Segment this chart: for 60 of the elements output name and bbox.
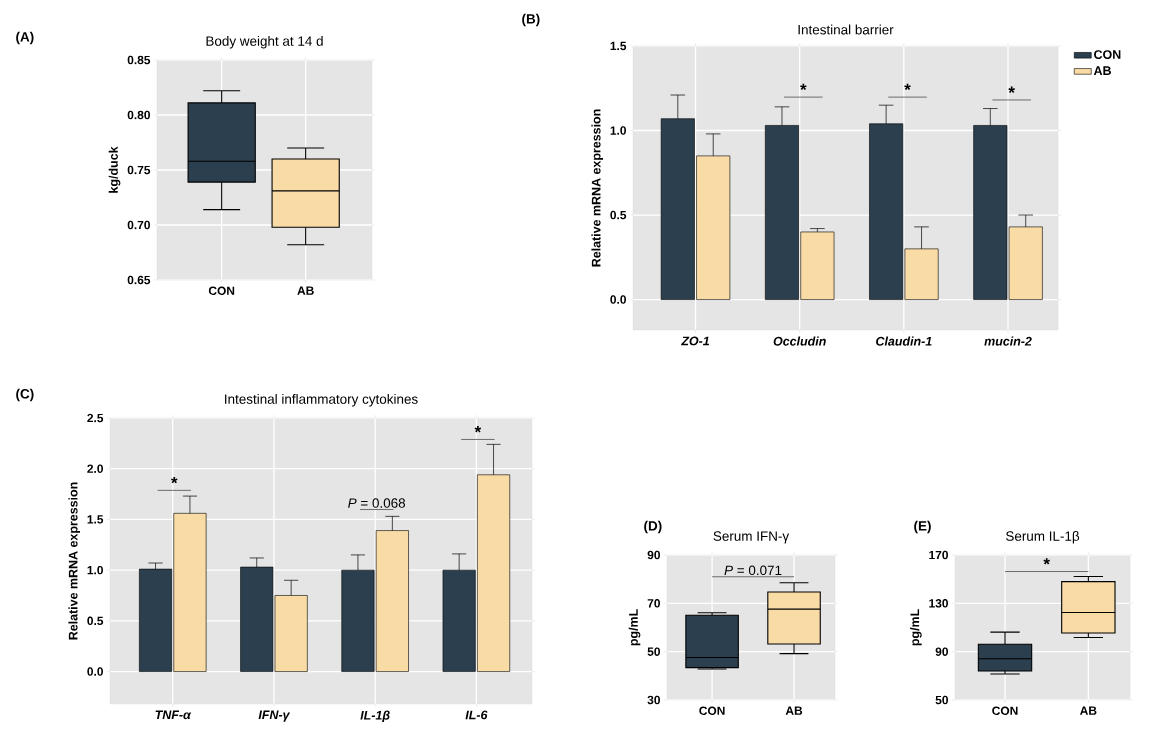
x-tick-label: CON <box>992 706 1018 715</box>
y-tick-label: 2.5 <box>87 413 104 423</box>
x-tick-label: CON <box>699 706 725 715</box>
x-tick-label: mucin-2 <box>984 336 1032 346</box>
y-axis-title: Relative mRNA expression <box>591 109 604 267</box>
chart-title: Serum IFN-γ <box>713 531 790 544</box>
x-tick-label: TNF-α <box>155 710 192 720</box>
y-tick-label: 170 <box>929 550 948 560</box>
y-axis-title: Relative mRNA expression <box>68 482 81 640</box>
y-tick-label: 90 <box>935 647 948 656</box>
x-tick-label: IFN-γ <box>258 710 291 722</box>
y-tick-label: 50 <box>647 647 660 656</box>
text: (B) <box>522 13 540 27</box>
y-tick-label: 0.5 <box>610 210 627 220</box>
x-tick-label: IL-1β <box>360 710 390 723</box>
y-tick-label: 90 <box>647 550 660 560</box>
y-tick-label: 30 <box>647 695 660 705</box>
y-tick-label: 0.65 <box>127 275 151 285</box>
y-axis-title: kg/duck <box>108 146 121 193</box>
x-tick-label: ZO-1 <box>681 336 710 346</box>
chart-title: Intestinal inflammatory cytokines <box>225 393 418 407</box>
text: (A) <box>16 31 34 45</box>
y-tick-label: 1.0 <box>87 565 103 575</box>
chart-title: Serum IL-1β <box>1005 530 1080 544</box>
y-axis-title: pg/mL <box>628 609 641 646</box>
x-tick-label: AB <box>785 706 803 715</box>
y-tick-label: 0.0 <box>610 295 626 304</box>
y-tick-label: 0.5 <box>87 616 104 626</box>
annotation: * <box>171 477 178 484</box>
annotation: * <box>904 83 911 91</box>
y-tick-label: 0.70 <box>127 220 150 230</box>
y-tick-label: 1.5 <box>610 41 627 51</box>
x-tick-label: IL-6 <box>465 710 488 720</box>
y-tick-label: 70 <box>647 599 660 608</box>
y-tick-label: 0.0 <box>87 667 103 676</box>
y-tick-label: 0.75 <box>127 165 151 175</box>
annotation: P = 0.068 <box>348 498 406 508</box>
annotation: P = 0.071 <box>724 565 782 576</box>
text: (D) <box>644 520 662 534</box>
y-tick-label: 0.80 <box>127 110 150 120</box>
annotation: * <box>1043 558 1050 565</box>
y-tick-label: 50 <box>935 695 948 705</box>
text: (C) <box>16 388 34 402</box>
annotation: * <box>1008 86 1015 93</box>
chart-title: Intestinal barrier <box>798 24 894 35</box>
y-tick-label: 0.85 <box>127 55 151 65</box>
y-tick-label: 130 <box>929 599 948 608</box>
x-tick-label: Claudin-1 <box>876 336 932 346</box>
legend-label: CON <box>1094 50 1121 59</box>
x-tick-label: Occludin <box>773 336 826 346</box>
legend-label: AB <box>1093 66 1111 75</box>
y-tick-label: 2.0 <box>87 464 103 473</box>
x-tick-label: AB <box>1080 706 1097 715</box>
annotation: * <box>474 426 482 433</box>
annotation: * <box>800 83 807 91</box>
chart-title: Body weight at 14 d <box>206 35 323 49</box>
y-tick-label: 1.5 <box>87 515 104 524</box>
text: (E) <box>914 520 931 534</box>
y-tick-label: 1.0 <box>610 126 626 135</box>
y-axis-title: pg/mL <box>910 609 922 646</box>
